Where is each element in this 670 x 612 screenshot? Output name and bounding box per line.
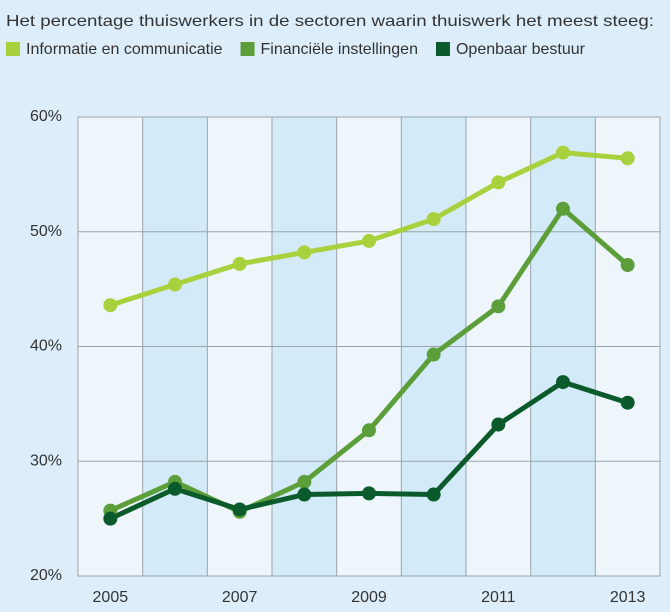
chart-title: Het percentage thuiswerkers in de sector… (6, 13, 654, 30)
data-point (232, 256, 247, 271)
data-point (491, 417, 506, 432)
data-point (556, 201, 570, 216)
data-point (362, 486, 376, 501)
data-point (426, 212, 441, 227)
data-point (168, 481, 182, 496)
y-tick-label: 50% (30, 223, 62, 240)
legend-label: Financiële instellingen (261, 41, 418, 58)
x-tick-label: 2005 (93, 589, 129, 606)
legend-swatch (240, 42, 255, 56)
plot-border (77, 116, 661, 577)
data-point (297, 245, 312, 260)
data-point (362, 233, 376, 248)
data-point (103, 511, 118, 526)
data-point (556, 375, 570, 390)
data-point (620, 151, 635, 166)
y-tick-label: 20% (30, 567, 62, 584)
data-point (426, 487, 441, 502)
data-point (426, 347, 441, 362)
data-point (103, 298, 118, 313)
data-point (232, 502, 247, 517)
y-tick-label: 40% (30, 338, 62, 355)
y-tick-label: 30% (30, 452, 62, 469)
data-point (297, 487, 312, 502)
legend-label: Openbaar bestuur (456, 41, 586, 58)
data-point (620, 258, 635, 273)
data-point (297, 474, 312, 489)
legend-label: Informatie en communicatie (26, 41, 223, 58)
data-point (620, 395, 635, 410)
x-tick-label: 2007 (222, 589, 258, 606)
legend-swatch (435, 42, 450, 56)
data-point (556, 145, 570, 160)
data-point (491, 299, 506, 314)
data-point (168, 277, 182, 292)
x-tick-label: 2013 (610, 589, 646, 606)
x-tick-label: 2009 (351, 589, 387, 606)
y-tick-label: 60% (30, 108, 62, 125)
legend-swatch (6, 42, 20, 56)
data-point (491, 175, 506, 190)
data-point (362, 423, 376, 438)
x-tick-label: 2011 (481, 589, 516, 606)
